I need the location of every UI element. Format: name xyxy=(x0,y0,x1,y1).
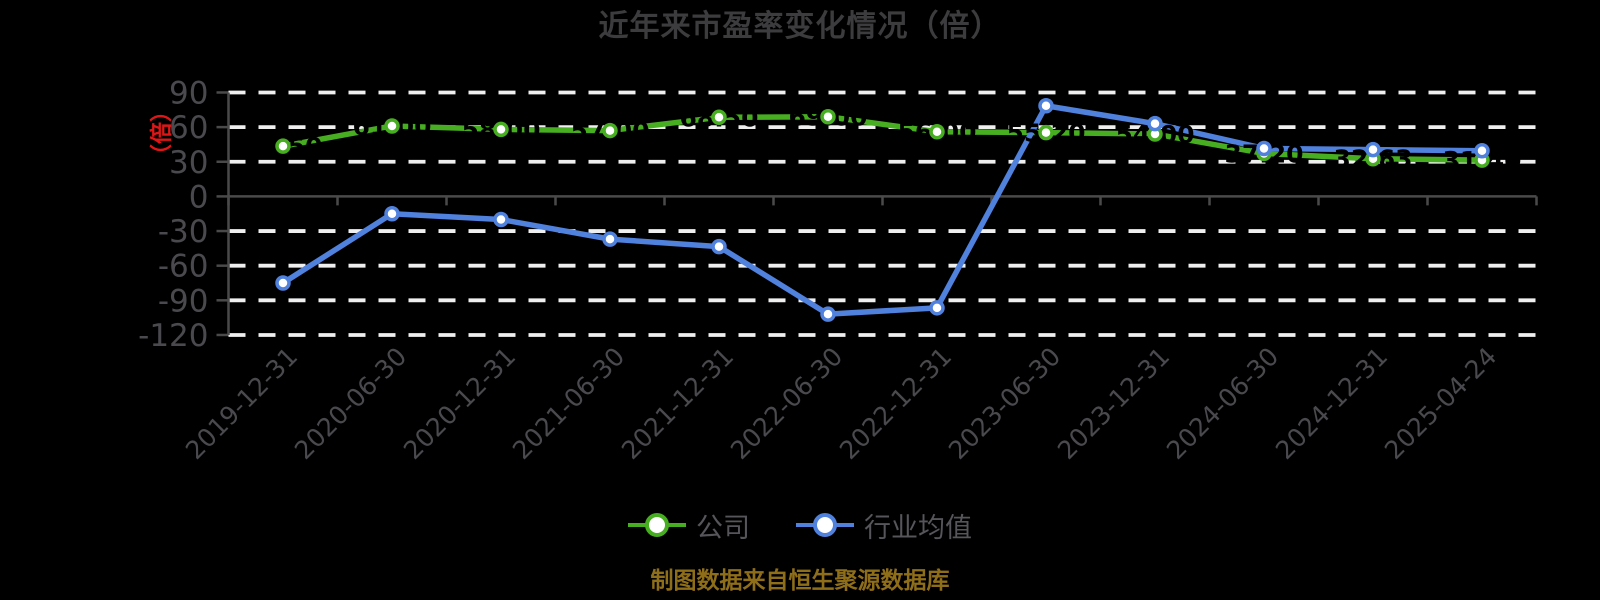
data-point-marker-1[interactable] xyxy=(1365,141,1381,158)
legend-item-1[interactable]: 行业均值 xyxy=(796,506,972,545)
chart-title: 近年来市盈率变化情况（倍） xyxy=(598,9,1002,44)
data-point-marker-0[interactable] xyxy=(275,138,291,154)
data-point-marker-0[interactable] xyxy=(493,121,509,138)
x-tick-label: 2024-06-30 xyxy=(1161,342,1284,465)
x-tick-label: 2022-06-30 xyxy=(725,342,848,465)
x-tick-label: 2021-12-31 xyxy=(616,342,739,465)
data-source-note: 制图数据来自恒生聚源数据库 xyxy=(650,568,950,594)
data-point-marker-0[interactable] xyxy=(711,109,727,126)
x-tick-label: 2025-04-24 xyxy=(1379,342,1502,465)
y-tick-label: -60 xyxy=(158,249,209,285)
x-tick-label: 2024-12-31 xyxy=(1270,342,1393,465)
y-tick-label: -30 xyxy=(158,214,209,250)
data-point-marker-1[interactable] xyxy=(602,231,618,247)
data-point-marker-0[interactable] xyxy=(384,118,400,134)
series-line-1 xyxy=(280,103,1485,317)
data-point-marker-1[interactable] xyxy=(929,300,945,316)
x-tick-label: 2023-06-30 xyxy=(943,342,1066,465)
data-point-marker-1[interactable] xyxy=(1147,115,1163,132)
data-point-marker-1[interactable] xyxy=(1256,140,1272,157)
chart-legend: 公司 行业均值 xyxy=(0,504,1600,546)
data-point-marker-1[interactable] xyxy=(1474,143,1490,159)
data-point-marker-1[interactable] xyxy=(275,275,291,291)
data-point-marker-1[interactable] xyxy=(820,306,836,322)
legend-marker-icon xyxy=(628,513,686,537)
legend-item-0[interactable]: 公司 xyxy=(628,506,750,545)
data-point-marker-1[interactable] xyxy=(711,238,727,255)
x-tick-label: 2021-06-30 xyxy=(507,342,630,465)
data-point-marker-0[interactable] xyxy=(820,108,836,125)
legend-marker-icon xyxy=(796,513,854,537)
x-tick-label: 2023-12-31 xyxy=(1052,342,1175,465)
series-line-0 xyxy=(280,113,1485,163)
y-tick-label: -120 xyxy=(138,318,208,354)
data-point-marker-1[interactable] xyxy=(493,211,509,228)
x-tick-label: 2020-12-31 xyxy=(398,342,521,465)
y-tick-label: 60 xyxy=(169,110,208,146)
y-tick-label: 0 xyxy=(189,179,209,215)
data-point-marker-0[interactable] xyxy=(602,122,618,139)
x-tick-label: 2020-06-30 xyxy=(289,342,412,465)
legend-label: 行业均值 xyxy=(864,512,972,544)
data-point-marker-1[interactable] xyxy=(384,205,400,222)
x-tick-label: 2019-12-31 xyxy=(180,342,303,465)
data-point-marker-0[interactable] xyxy=(929,123,945,140)
data-point-marker-0[interactable] xyxy=(1038,124,1054,141)
y-tick-label: 30 xyxy=(169,145,208,181)
legend-label: 公司 xyxy=(696,512,750,544)
y-tick-label: -90 xyxy=(158,283,209,319)
y-tick-label: 90 xyxy=(169,75,208,111)
x-tick-label: 2022-12-31 xyxy=(834,342,957,465)
data-point-marker-1[interactable] xyxy=(1038,98,1054,114)
